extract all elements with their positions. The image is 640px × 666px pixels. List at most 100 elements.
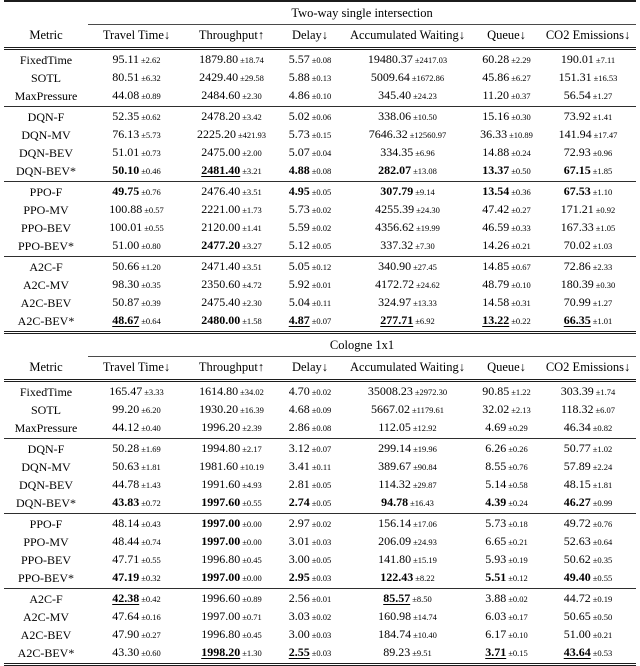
mean-value: 35008.23	[367, 384, 413, 398]
stddev-value: ±0.40	[141, 423, 161, 433]
stddev-value: ±0.05	[311, 241, 332, 251]
value-cell: 299.14 ±19.96	[342, 438, 473, 458]
stddev-value: ±0.27	[141, 630, 161, 640]
metric-label: PPO-MV	[23, 534, 69, 549]
mean-value: 36.33	[480, 127, 508, 141]
value-cell: 48.15 ±1.81	[540, 476, 636, 494]
value-cell: 2481.40 ±3.21	[185, 162, 278, 182]
value-cell: 14.26 ±0.21	[473, 237, 540, 257]
stddev-value: ±0.05	[311, 187, 332, 197]
value-cell: 2.97 ±0.02	[278, 513, 342, 533]
value-cell: 2480.00 ±1.58	[185, 312, 278, 334]
mean-value: 2350.60	[201, 277, 241, 291]
mean-value: 2120.00	[201, 220, 241, 234]
stddev-value: ±6.20	[141, 405, 161, 415]
column-header: Queue↓	[473, 356, 540, 382]
stddev-value: ±0.76	[141, 187, 161, 197]
table-row: MaxPressure 44.12 ±0.40 1996.20 ±2.39 2.86 ±0.…	[4, 419, 636, 439]
mean-value: 43.30	[112, 645, 140, 659]
value-cell: 3.71 ±0.15	[473, 644, 540, 666]
stddev-value: ±0.80	[141, 241, 161, 251]
mean-value: 47.64	[112, 609, 140, 623]
mean-value: 1997.00	[201, 570, 241, 584]
value-cell: 49.40 ±0.55	[540, 569, 636, 589]
stddev-value: ±0.19	[592, 594, 613, 604]
value-cell: 89.23 ±9.51	[342, 644, 473, 666]
stddev-value: ±0.24	[508, 498, 528, 508]
mean-value: 44.12	[112, 420, 140, 434]
value-cell: 80.51 ±6.32	[88, 69, 185, 87]
stddev-value: ±1.85	[592, 166, 613, 176]
stddev-value: ±18.74	[240, 55, 264, 65]
mean-value: 3.00	[288, 552, 310, 566]
stddev-value: ±1.22	[511, 387, 531, 397]
mean-value: 32.02	[482, 402, 510, 416]
stddev-value: ±0.55	[141, 555, 161, 565]
mean-value: 47.71	[112, 552, 140, 566]
stddev-value: ±0.08	[311, 166, 332, 176]
metric-label: A2C-BEV	[20, 627, 72, 642]
value-cell: 36.33 ±10.89	[473, 126, 540, 144]
stddev-value: ±0.16	[141, 612, 161, 622]
mean-value: 206.09	[378, 534, 412, 548]
stddev-value: ±24.62	[416, 280, 440, 290]
value-cell: 2475.00 ±2.00	[185, 144, 278, 162]
metric-label: A2C-F	[4, 256, 88, 276]
mean-value: 14.26	[482, 238, 510, 252]
value-cell: 5.02 ±0.06	[278, 106, 342, 126]
table-row: PPO-MV 48.44 ±0.74 1997.00 ±0.00 3.01 ±0.03 206…	[4, 533, 636, 551]
value-cell: 389.67 ±90.84	[342, 458, 473, 476]
value-cell: 1997.00 ±0.71	[185, 608, 278, 626]
metric-label: A2C-BEV	[20, 295, 72, 310]
mean-value: 2.95	[288, 570, 310, 584]
stddev-value: ±1.01	[592, 316, 613, 326]
mean-value: 122.43	[380, 570, 414, 584]
mean-value: 90.85	[482, 384, 510, 398]
mean-value: 4255.39	[375, 202, 415, 216]
mean-value: 5.12	[288, 238, 310, 252]
value-cell: 43.30 ±0.60	[88, 644, 185, 666]
stddev-value: ±0.05	[311, 480, 332, 490]
value-cell: 2476.40 ±3.51	[185, 181, 278, 201]
mean-value: 6.26	[485, 441, 507, 455]
mean-value: 70.02	[563, 238, 591, 252]
mean-value: 99.20	[112, 402, 140, 416]
stddev-value: ±2.29	[511, 55, 531, 65]
stddev-value: ±0.74	[141, 537, 161, 547]
mean-value: 1981.60	[199, 459, 239, 473]
mean-value: 2478.20	[201, 109, 241, 123]
mean-value: 2480.00	[201, 313, 241, 327]
value-cell: 2350.60 ±4.72	[185, 276, 278, 294]
value-cell: 90.85 ±1.22	[473, 380, 540, 401]
mean-value: 48.14	[112, 516, 140, 530]
value-cell: 1996.80 ±0.45	[185, 551, 278, 569]
mean-value: 3.00	[288, 627, 310, 641]
stddev-value: ±3.27	[242, 241, 262, 251]
value-cell: 5.73 ±0.15	[278, 126, 342, 144]
value-cell: 345.40 ±24.23	[342, 87, 473, 107]
column-header: Travel Time↓	[88, 24, 185, 50]
stddev-value: ±0.67	[511, 262, 531, 272]
table-row: FixedTime 165.47 ±3.33 1614.80 ±34.02 4.70 ±0.…	[4, 380, 637, 401]
stddev-value: ±0.50	[511, 166, 531, 176]
mean-value: 324.97	[378, 295, 412, 309]
value-cell: 5.93 ±0.19	[473, 551, 540, 569]
mean-value: 151.31	[558, 70, 592, 84]
value-cell: 98.30 ±0.35	[88, 276, 185, 294]
stddev-value: ±0.60	[141, 648, 161, 658]
mean-value: 1930.20	[199, 402, 239, 416]
value-cell: 2429.40 ±29.58	[185, 69, 278, 87]
stddev-value: ±2.62	[141, 55, 161, 65]
stddev-value: ±0.76	[592, 519, 613, 529]
mean-value: 4356.62	[375, 220, 415, 234]
value-cell: 48.67 ±0.64	[88, 312, 185, 334]
value-cell: 13.37 ±0.50	[473, 162, 540, 182]
metric-label: DQN-BEV	[19, 145, 73, 160]
value-cell: 72.93 ±0.96	[540, 144, 636, 162]
mean-value: 50.65	[563, 609, 591, 623]
value-cell: 4.86 ±0.10	[278, 87, 342, 107]
value-cell: 50.77 ±1.02	[540, 438, 637, 458]
mean-value: 2475.40	[201, 295, 241, 309]
stddev-value: ±0.24	[511, 148, 531, 158]
stddev-value: ±1.73	[242, 205, 262, 215]
